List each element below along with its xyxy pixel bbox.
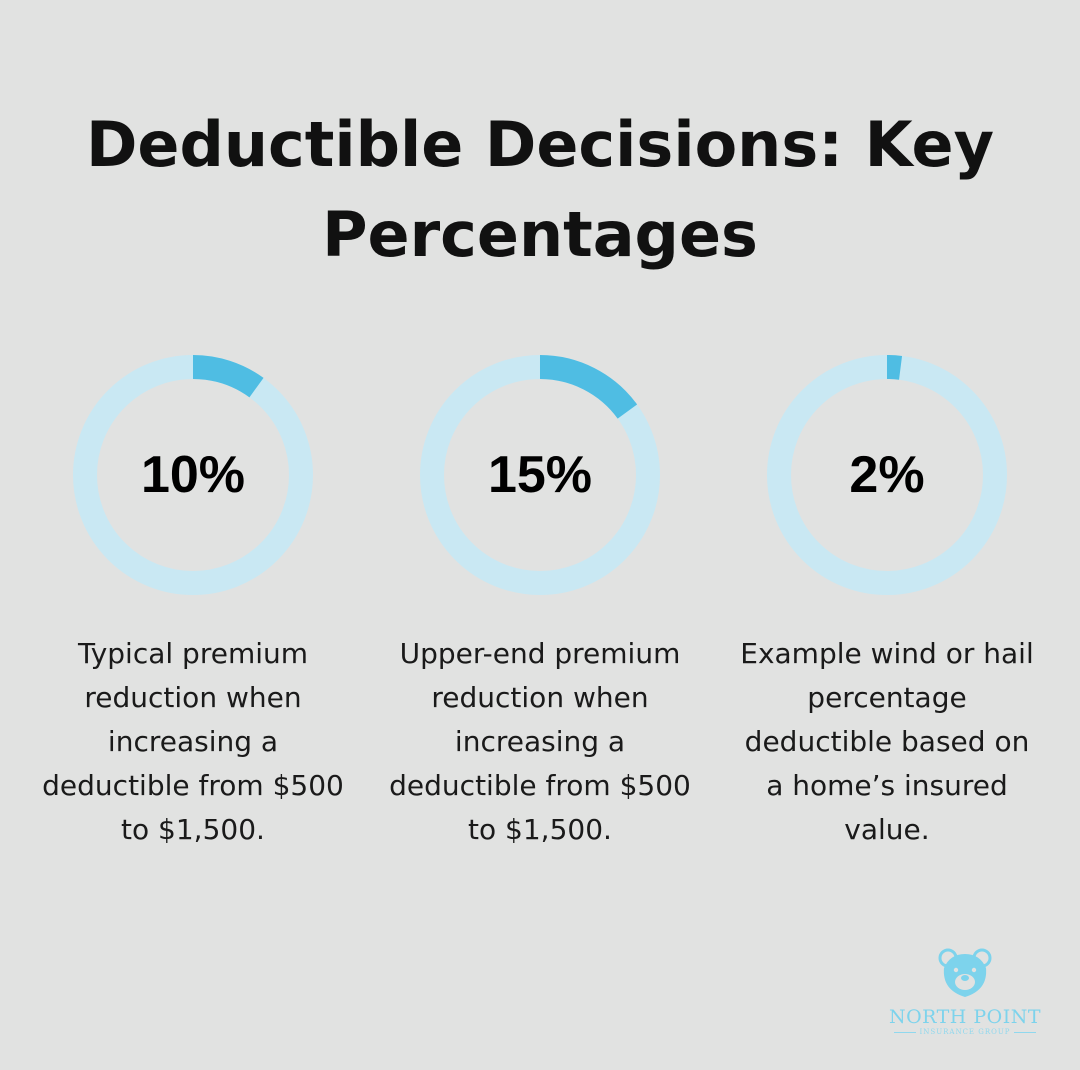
stat-card-3: 2% Example wind or hail percentage deduc… [722,350,1052,852]
donut-chart-3: 2% [767,354,1007,595]
page-title: Deductible Decisions: Key Percentages [0,100,1080,280]
stat-card-2: 15% Upper-end premium reduction when inc… [375,350,705,852]
title-line-2: Percentages [322,198,758,271]
title-line-1: Deductible Decisions: Key [85,108,995,181]
stat-value: 15% [488,446,592,504]
stat-description: Example wind or hail percentage deductib… [740,637,1034,846]
stat-description: Typical premium reduction when increasin… [42,637,344,846]
donut-value-arc [192,355,264,398]
logo-subtitle-row: INSURANCE GROUP [880,1028,1050,1036]
stat-description: Upper-end premium reduction when increas… [389,637,691,846]
donut-value-arc [886,354,903,380]
stat-card-1: 10% Typical premium reduction when incre… [28,350,358,852]
stat-value: 10% [141,446,245,504]
logo-name: NORTH POINT [888,1006,1042,1028]
donut-chart-1: 10% [73,355,313,595]
bear-icon [938,948,992,997]
donut-chart-2: 15% [420,355,660,595]
donut-value-arc [539,355,638,419]
stat-value: 2% [849,446,924,504]
logo-subtitle: INSURANCE GROUP [919,1028,1011,1036]
divider [893,1031,916,1033]
company-logo: NORTH POINT INSURANCE GROUP [880,946,1050,1036]
divider [1014,1031,1037,1033]
